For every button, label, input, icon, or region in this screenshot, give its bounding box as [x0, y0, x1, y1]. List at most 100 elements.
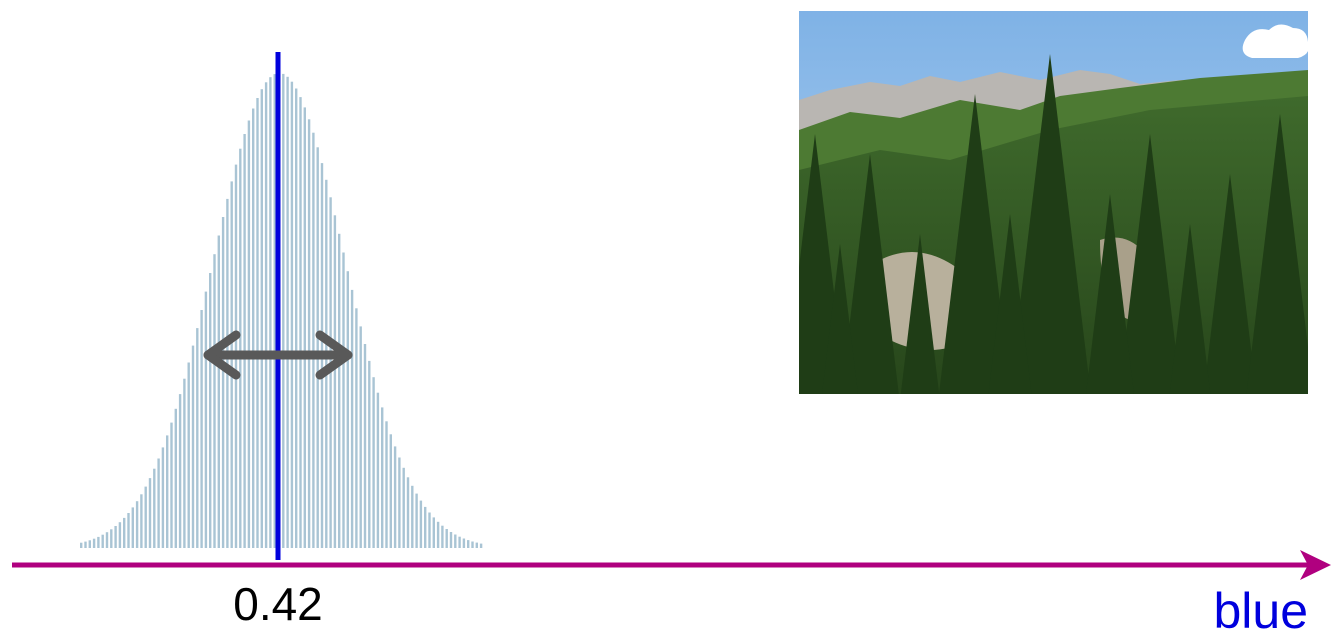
hist-stripe	[148, 478, 152, 548]
tree	[1203, 174, 1257, 394]
hist-stripe	[355, 308, 358, 548]
hist-stripe	[445, 529, 448, 548]
hist-stripe	[436, 521, 440, 548]
tree	[900, 234, 940, 394]
hist-stripe	[256, 98, 259, 548]
tree	[822, 244, 858, 394]
hist-stripe	[389, 434, 392, 548]
spread-arrow	[203, 330, 353, 380]
hist-stripe	[449, 532, 453, 548]
hist-stripe	[411, 485, 414, 548]
hist-stripe	[419, 500, 423, 548]
hist-stripe	[415, 493, 418, 548]
hist-stripe	[204, 291, 208, 548]
hist-stripe	[303, 107, 306, 549]
hist-stripe	[153, 468, 156, 548]
hist-stripe	[174, 408, 177, 548]
tree	[988, 214, 1032, 394]
hist-stripe	[346, 271, 349, 548]
hist-stripe	[92, 538, 96, 548]
hist-stripe	[479, 543, 483, 548]
hist-stripe	[475, 542, 478, 548]
hist-stripe	[166, 435, 169, 548]
hist-stripe	[312, 132, 315, 548]
hist-stripe	[200, 310, 203, 548]
hist-stripe	[114, 526, 117, 548]
hist-stripe	[316, 147, 319, 549]
hist-stripe	[131, 507, 134, 548]
hist-stripe	[338, 233, 341, 549]
hist-stripe	[290, 81, 294, 548]
hist-stripe	[170, 422, 173, 548]
hist-stripe	[363, 344, 367, 548]
hist-stripe	[398, 457, 401, 548]
tree	[1169, 224, 1211, 394]
hist-stripe	[183, 378, 186, 548]
hist-stripe	[424, 506, 427, 548]
hist-stripe	[467, 540, 470, 548]
hist-stripe	[368, 360, 371, 548]
hist-stripe	[97, 536, 100, 548]
hist-stripe	[105, 532, 109, 548]
hist-stripe	[372, 377, 375, 548]
hist-stripe	[260, 89, 263, 548]
hist-stripe	[269, 77, 272, 548]
tree	[1118, 134, 1182, 394]
hist-stripe	[350, 289, 354, 548]
hist-stripe	[209, 273, 212, 548]
hist-stripe	[286, 76, 289, 549]
tree	[1009, 54, 1091, 394]
hist-stripe	[295, 88, 298, 548]
axis	[12, 550, 1331, 580]
hist-stripe	[458, 536, 461, 548]
hist-stripe	[381, 407, 384, 548]
hist-stripe	[333, 215, 337, 549]
hist-stripe	[393, 446, 397, 548]
tree	[1086, 194, 1134, 394]
hist-stripe	[432, 517, 435, 548]
hist-stripe	[307, 119, 311, 549]
hist-stripe	[402, 467, 405, 548]
hist-stripe	[157, 458, 160, 548]
hist-stripe	[161, 447, 165, 548]
hist-stripe	[191, 345, 195, 548]
hist-stripe	[123, 517, 126, 548]
hist-stripe	[144, 486, 147, 548]
hist-stripe	[441, 525, 444, 548]
marker-label: 0.42	[233, 578, 323, 630]
distribution	[80, 73, 483, 549]
hist-stripe	[428, 512, 431, 548]
tree	[1246, 114, 1308, 394]
hist-stripe	[80, 542, 83, 548]
hist-stripe	[342, 252, 345, 548]
tree	[841, 154, 899, 394]
hist-stripe	[406, 477, 410, 548]
hist-stripe	[273, 74, 276, 548]
hist-stripe	[282, 73, 285, 549]
tree	[939, 94, 1011, 394]
hist-stripe	[187, 362, 190, 548]
hist-stripe	[252, 108, 255, 548]
hist-stripe	[247, 120, 251, 548]
hist-stripe	[376, 392, 380, 548]
hist-stripe	[471, 541, 474, 548]
photo	[799, 11, 1308, 394]
axis-label: blue	[1213, 583, 1308, 637]
hist-stripe	[325, 179, 328, 549]
hist-stripe	[359, 326, 362, 548]
hist-stripe	[127, 513, 130, 548]
hist-stripe	[299, 97, 302, 548]
hist-stripe	[264, 82, 268, 549]
hist-stripe	[462, 538, 466, 548]
hist-stripe	[230, 181, 233, 548]
hist-stripe	[217, 235, 220, 548]
hist-stripe	[239, 148, 242, 548]
hist-stripe	[110, 529, 113, 548]
hist-stripe	[178, 394, 182, 548]
hist-stripe	[88, 540, 91, 548]
hist-stripe	[135, 501, 139, 548]
hist-stripe	[243, 134, 246, 548]
hist-stripe	[196, 328, 199, 548]
